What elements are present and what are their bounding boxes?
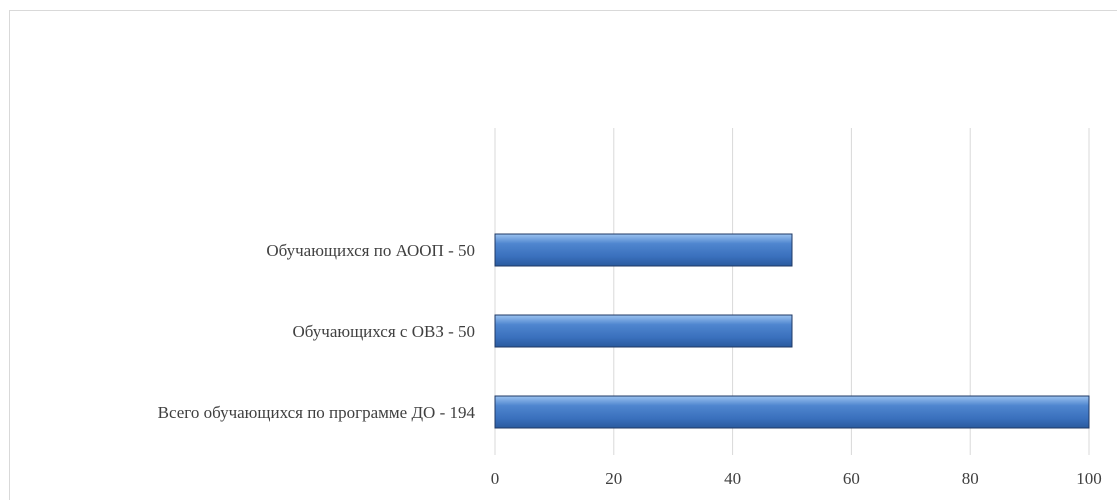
category-label: Обучающихся по АООП - 50 — [266, 241, 475, 260]
x-tick-label: 0 — [491, 469, 500, 488]
x-tick-label: 100 — [1076, 469, 1102, 488]
bars — [494, 233, 1090, 429]
x-tick-label: 40 — [724, 469, 741, 488]
bar-0 — [494, 395, 1090, 429]
bar-2 — [494, 233, 793, 267]
x-axis-tick-labels: 0 20 40 60 80 100 — [491, 469, 1102, 488]
category-label: Обучающихся с ОВЗ - 50 — [293, 322, 475, 341]
x-tick-label: 80 — [962, 469, 979, 488]
category-labels: Всего обучающихся по программе ДО - 194 О… — [158, 241, 476, 422]
x-tick-label: 20 — [605, 469, 622, 488]
category-label: Всего обучающихся по программе ДО - 194 — [158, 403, 476, 422]
bar-1 — [494, 314, 793, 348]
x-tick-label: 60 — [843, 469, 860, 488]
bar-chart: Всего обучающихся по программе ДО - 194 О… — [158, 128, 1102, 488]
